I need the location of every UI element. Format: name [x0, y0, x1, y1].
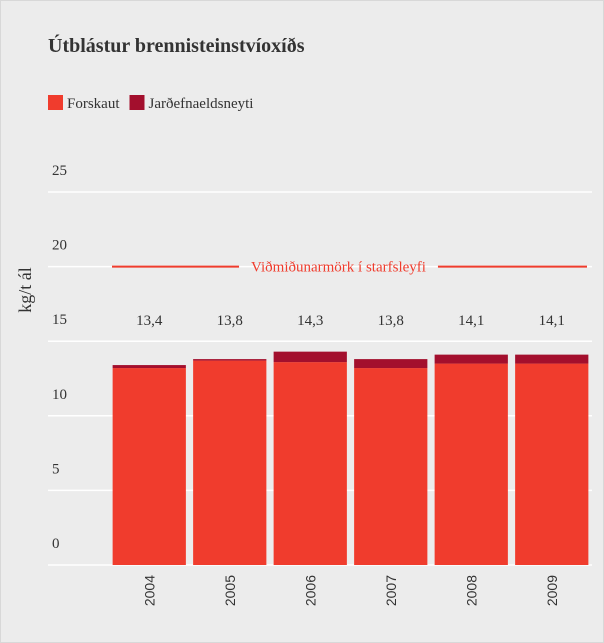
legend-swatch: [129, 95, 145, 110]
y-tick-label: 25: [52, 163, 67, 179]
y-tick-label: 15: [52, 312, 67, 328]
y-tick-label: 0: [52, 536, 60, 552]
x-tick-label: 2007: [383, 575, 399, 606]
total-label: 13,8: [378, 313, 404, 329]
legend-swatch: [48, 95, 63, 110]
x-tick-label: 2004: [141, 575, 157, 606]
reference-label: Viðmiðunarmörk í starfsleyfi: [251, 260, 426, 276]
total-label: 13,8: [217, 313, 243, 329]
bar-segment: [273, 362, 347, 565]
bar-segment: [434, 354, 508, 364]
bar-segment: [515, 363, 589, 565]
total-label: 14,3: [297, 313, 323, 329]
total-label: 13,4: [136, 313, 163, 329]
total-label: 14,1: [539, 313, 565, 329]
x-tick-label: 2005: [222, 575, 238, 606]
bar-segment: [515, 354, 589, 364]
bar-segment: [354, 368, 428, 565]
y-tick-label: 20: [52, 238, 67, 254]
legend-label: Forskaut: [67, 96, 120, 112]
x-tick-label: 2008: [463, 575, 479, 606]
legend-label: Jarðefnaeldsneyti: [149, 96, 254, 112]
bar-segment: [273, 351, 347, 363]
x-tick-label: 2009: [544, 575, 560, 606]
bar-segment: [112, 368, 186, 565]
y-tick-label: 5: [52, 461, 60, 477]
y-axis-label: kg/t ál: [15, 267, 35, 313]
bar-segment: [112, 365, 186, 369]
bar-segment: [193, 359, 267, 361]
bar-segment: [354, 359, 428, 369]
bar-segment: [434, 363, 508, 565]
bar-segment: [193, 360, 267, 565]
x-tick-label: 2006: [302, 575, 318, 606]
chart-title: Útblástur brennisteinstvíoxíðs: [48, 33, 305, 57]
total-label: 14,1: [458, 313, 484, 329]
y-tick-label: 10: [52, 387, 67, 403]
